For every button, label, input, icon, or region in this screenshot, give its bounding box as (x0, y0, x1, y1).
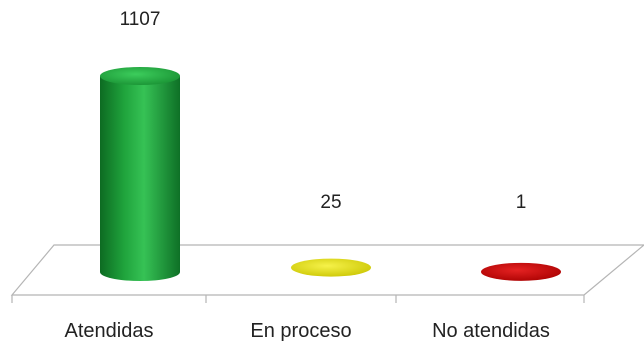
bar-body (100, 76, 180, 281)
x-tick-label: No atendidas (432, 320, 550, 342)
bar-top (100, 67, 180, 85)
data-label: 1 (516, 192, 527, 213)
floor-plane (10, 244, 644, 303)
bar-2 (291, 258, 371, 277)
data-label: 1107 (120, 9, 161, 30)
x-tick-label: En proceso (250, 320, 351, 342)
x-axis-tick-labels: Atendidas En proceso No atendidas (65, 320, 550, 342)
bar-top (481, 262, 561, 281)
bar-3 (481, 262, 561, 281)
bar-1 (100, 67, 180, 281)
data-label: 25 (320, 192, 341, 213)
x-tick-label: Atendidas (65, 320, 154, 342)
data-labels-layer: 1107 25 1 (120, 9, 527, 213)
bars-layer (100, 67, 561, 281)
bar-top (291, 258, 371, 277)
